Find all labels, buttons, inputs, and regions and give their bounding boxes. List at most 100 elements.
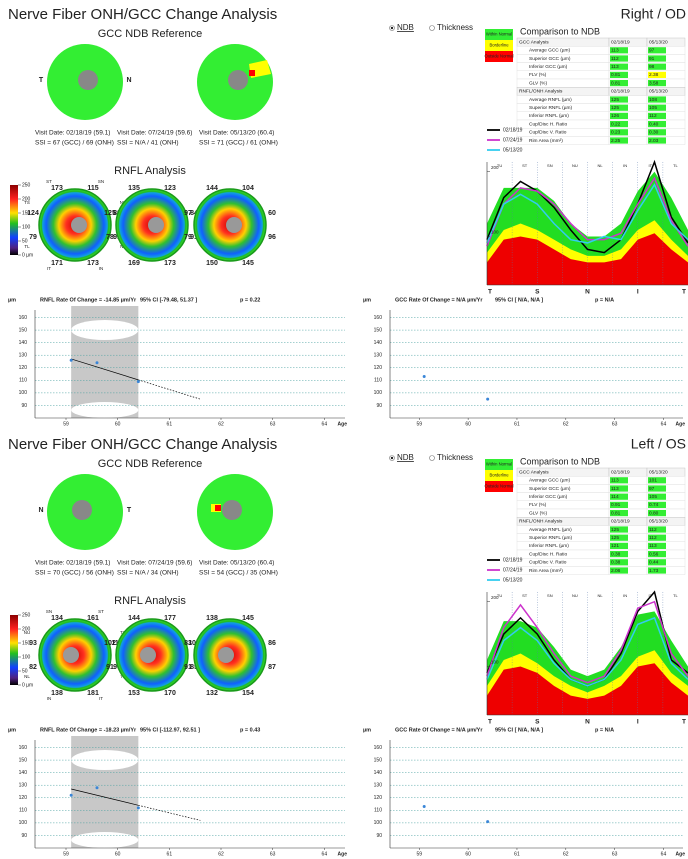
y-tick-label: 140 [374,340,383,346]
y-tick-label: 200 [491,595,499,600]
table-header: RNFL/ONH Analysis [519,519,563,525]
x-tick-label: 60 [115,421,121,427]
table-value: 114 [611,494,619,500]
table-value: 113 [611,64,619,70]
optic-disc [222,500,242,520]
x-tick-label: 64 [661,851,667,857]
y-tick-label: 90 [376,403,382,409]
sector-label: NL [598,593,604,598]
x-tick-label: 64 [661,421,667,427]
row-label: Cup/Disc H. Ratio [529,551,567,557]
row-label: Average GCC (µm) [529,48,570,54]
row-label: Rim Area (mm²) [529,568,563,574]
sector-label: ST [522,593,528,598]
table-value: 113 [611,486,619,492]
y-tick-label: 90 [376,833,382,839]
x-axis-label: Age [338,421,348,427]
radio-label[interactable]: NDB [397,23,414,32]
table-value: 0.40 [649,121,659,127]
gcc-map-label: N [126,77,131,84]
y-tick-label: 120 [19,795,28,801]
y-tick-label: 100 [491,230,499,235]
row-label: FLV (%) [529,72,547,78]
y-axis-label: µm [363,727,371,733]
y-tick-label: 140 [19,770,28,776]
radio-label[interactable]: Thickness [437,453,473,462]
radio-button[interactable] [430,456,435,461]
radio-label[interactable]: Thickness [437,23,473,32]
y-tick-label: 110 [374,808,382,814]
chart-title: RNFL Rate Of Change = -14.85 µm/Yr [40,297,137,303]
y-tick-label: 130 [374,353,383,359]
radio-button[interactable] [430,26,435,31]
gcc-map-label: T [127,507,132,514]
section-title: RNFL Analysis [114,595,186,607]
chart-ci: 95% CI [ N/A, N/A ] [495,727,543,733]
y-tick-label: 160 [19,745,28,751]
table-value: 0.80 [649,510,659,516]
sector-thickness: 104 [242,185,254,192]
eye-label: Left / OS [631,436,686,452]
table-header: 02/18/19 [611,519,630,525]
sector-label: SN [547,593,553,598]
x-axis-label: Age [338,851,348,857]
table-value: 0.22 [611,121,621,127]
radio-label[interactable]: NDB [397,453,414,462]
sector-thickness: 82 [29,664,37,671]
sector-label: IT [99,696,103,701]
table-value: 105 [649,494,657,500]
optic-disc [71,217,87,233]
legend-label: 02/18/19 [503,557,523,563]
trend-extrapolation [138,805,200,820]
y-tick-label: 100 [374,390,383,396]
chart-ci: 95% CI [ N/A, N/A ] [495,297,543,303]
data-point [423,805,426,808]
optic-disc [218,647,234,663]
sector-label: SN [46,609,52,614]
table-header: GCC Analysis [519,469,549,475]
table-value: 0.38 [611,560,621,566]
table-header: 02/18/19 [611,89,630,95]
radio-dot [391,27,393,29]
gcc-defect [215,505,221,511]
row-label: Cup/Disc H. Ratio [529,121,567,127]
sector-thickness: 177 [164,615,176,622]
table-title: Comparison to NDB [520,26,600,36]
row-label: Inferior GCC (µm) [529,64,568,70]
sector-label: IN [47,696,52,701]
legend-label: 02/18/19 [503,127,523,133]
sector-label: SN [547,163,553,168]
y-tick-label: 160 [19,315,28,321]
chart-title: GCC Rate Of Change = N/A µm/Yr [395,297,483,303]
x-tick-label: 60 [115,851,121,857]
row-label: GLV (%) [529,80,547,86]
sector-thickness: 144 [206,185,218,192]
data-point [486,398,489,401]
x-label: I [637,719,639,726]
table-value: 125 [611,527,619,533]
legend-label: 05/13/20 [503,147,523,153]
sector-thickness: 125 [104,210,116,217]
scale-tick-label: 100 [22,654,31,660]
data-point [70,359,73,362]
table-value: 105 [649,105,657,111]
x-tick-label: 61 [167,421,173,427]
sector-thickness: 138 [206,615,218,622]
table-value: 113 [649,543,657,549]
y-tick-label: 160 [374,315,383,321]
x-axis-label: Age [676,421,686,427]
table-value: 0.44 [649,560,659,566]
sector-thickness: 153 [128,690,140,697]
sector-label: IN [623,163,627,168]
sector-label: NU [24,630,31,635]
optic-disc [72,500,92,520]
table-value: 97 [649,486,655,492]
section-title: GCC NDB Reference [98,458,203,470]
x-tick-label: 63 [270,421,276,427]
row-label: Superior RNFL (µm) [529,105,573,111]
x-tick-label: 63 [612,421,618,427]
table-value: 125 [611,97,619,103]
chart-p: p = 0.43 [240,727,260,733]
table-value: 0.38 [611,551,621,557]
y-tick-label: 110 [374,378,382,384]
